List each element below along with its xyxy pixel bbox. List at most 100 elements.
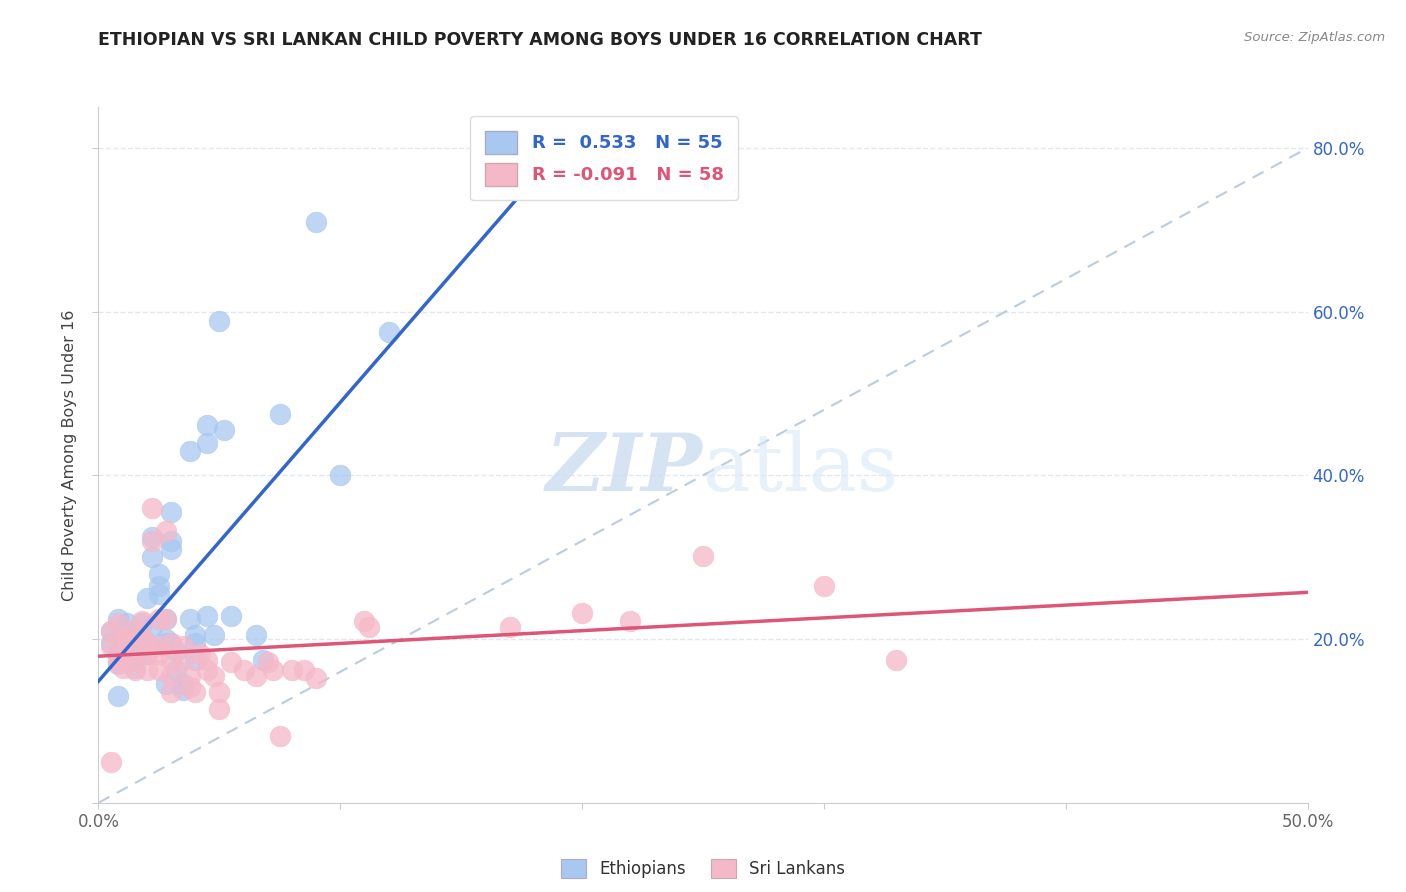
Point [111, 661, 134, 675]
Point [221, 655, 243, 669]
Point [107, 612, 129, 626]
Point [111, 628, 134, 642]
Point [692, 549, 714, 563]
Point [124, 622, 146, 636]
Point [155, 612, 177, 626]
Point [148, 579, 170, 593]
Point [245, 669, 267, 683]
Text: Source: ZipAtlas.com: Source: ZipAtlas.com [1244, 31, 1385, 45]
Text: atlas: atlas [703, 430, 898, 508]
Point [107, 648, 129, 663]
Point [232, 663, 254, 677]
Point [100, 624, 122, 638]
Point [141, 550, 163, 565]
Point [135, 647, 157, 661]
Point [619, 614, 641, 628]
Point [155, 632, 177, 646]
Point [160, 652, 183, 666]
Point [117, 615, 139, 630]
Point [179, 669, 201, 683]
Point [184, 685, 207, 699]
Point [117, 636, 139, 650]
Point [148, 566, 170, 581]
Point [269, 407, 291, 421]
Point [124, 652, 146, 666]
Point [148, 647, 170, 661]
Point [141, 501, 163, 516]
Point [107, 647, 129, 661]
Point [184, 636, 207, 650]
Point [160, 505, 183, 519]
Point [131, 632, 153, 646]
Point [135, 663, 157, 677]
Point [107, 655, 129, 669]
Point [571, 606, 593, 620]
Point [172, 682, 194, 697]
Point [135, 647, 157, 661]
Text: ZIP: ZIP [546, 430, 703, 508]
Point [135, 636, 157, 650]
Point [124, 652, 146, 666]
Point [160, 636, 183, 650]
Point [124, 661, 146, 675]
Point [148, 639, 170, 653]
Point [100, 755, 122, 769]
Point [195, 435, 218, 450]
Point [269, 729, 291, 743]
Point [160, 533, 183, 548]
Point [107, 615, 129, 630]
Point [245, 628, 267, 642]
Point [184, 628, 207, 642]
Point [281, 663, 304, 677]
Point [262, 663, 284, 677]
Point [155, 524, 177, 538]
Point [813, 579, 835, 593]
Point [155, 612, 177, 626]
Point [179, 612, 201, 626]
Point [195, 417, 218, 432]
Point [117, 647, 139, 661]
Point [212, 423, 235, 437]
Point [141, 533, 163, 548]
Point [498, 620, 520, 634]
Point [131, 614, 153, 628]
Point [100, 624, 122, 638]
Point [172, 677, 194, 691]
Point [111, 632, 134, 646]
Point [208, 685, 231, 699]
Point [160, 542, 183, 557]
Point [100, 636, 122, 650]
Legend: Ethiopians, Sri Lankans: Ethiopians, Sri Lankans [554, 853, 852, 885]
Point [124, 663, 146, 677]
Point [204, 628, 226, 642]
Point [195, 663, 218, 677]
Point [100, 639, 122, 653]
Point [204, 669, 226, 683]
Point [124, 624, 146, 638]
Point [165, 644, 187, 658]
Point [195, 609, 218, 624]
Point [172, 652, 194, 666]
Point [141, 620, 163, 634]
Point [107, 690, 129, 704]
Point [208, 314, 231, 328]
Point [141, 530, 163, 544]
Point [329, 468, 352, 483]
Point [111, 639, 134, 653]
Point [160, 636, 183, 650]
Point [221, 609, 243, 624]
Point [179, 443, 201, 458]
Point [117, 631, 139, 645]
Point [148, 663, 170, 677]
Point [188, 647, 211, 661]
Point [179, 680, 201, 694]
Point [117, 632, 139, 646]
Point [377, 325, 399, 339]
Point [155, 636, 177, 650]
Point [160, 669, 183, 683]
Point [131, 631, 153, 645]
Point [353, 614, 375, 628]
Point [886, 652, 908, 666]
Point [148, 587, 170, 601]
Point [184, 652, 207, 666]
